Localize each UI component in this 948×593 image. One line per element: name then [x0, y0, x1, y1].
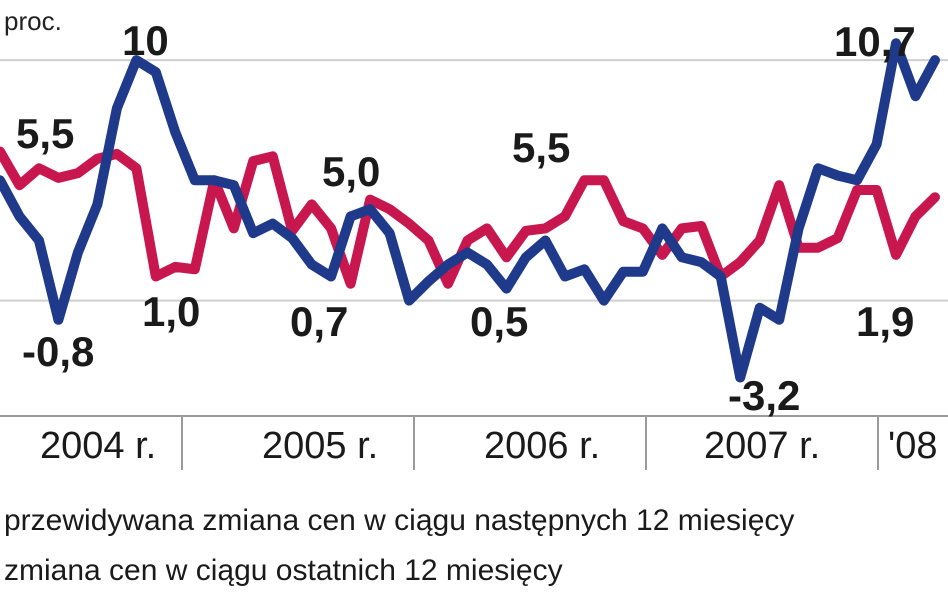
gridlines	[0, 59, 948, 302]
series-line-expected	[0, 38, 940, 383]
data-label-red-2004-high: 5,5	[16, 110, 74, 157]
data-label-blue-2008-high: 10,7	[834, 18, 916, 65]
data-label-red-2005-high: 5,0	[322, 148, 380, 195]
data-label-blue-2004-peak: 10	[122, 17, 169, 64]
x-tick-label-2008: '08	[888, 425, 938, 467]
data-label-red-2008-value: 1,9	[856, 298, 914, 345]
data-label-red-2006-high: 5,5	[512, 124, 570, 171]
series-line-past	[0, 146, 940, 289]
legend-label-expected: przewidywana zmiana cen w ciągu następny…	[4, 504, 794, 537]
legend-label-past: zmiana cen w ciągu ostatnich 12 miesięcy	[4, 554, 563, 587]
x-tick-label-2006: 2006 r.	[484, 425, 600, 467]
data-label-red-2005-low: 0,7	[290, 298, 348, 345]
x-tick-label-2007: 2007 r.	[704, 425, 820, 467]
y-unit-label: proc.	[4, 6, 62, 36]
series-lines	[0, 38, 940, 383]
data-label-blue-2004-low: -0,8	[22, 328, 94, 375]
data-label-blue-2006-low: 0,5	[470, 298, 528, 345]
x-axis-separators	[181, 416, 879, 470]
x-tick-label-2005: 2005 r.	[262, 425, 378, 467]
data-label-blue-2007-low: -3,2	[728, 372, 800, 419]
data-label-red-2004-low: 1,0	[142, 288, 200, 335]
x-tick-label-2004: 2004 r.	[40, 425, 156, 467]
